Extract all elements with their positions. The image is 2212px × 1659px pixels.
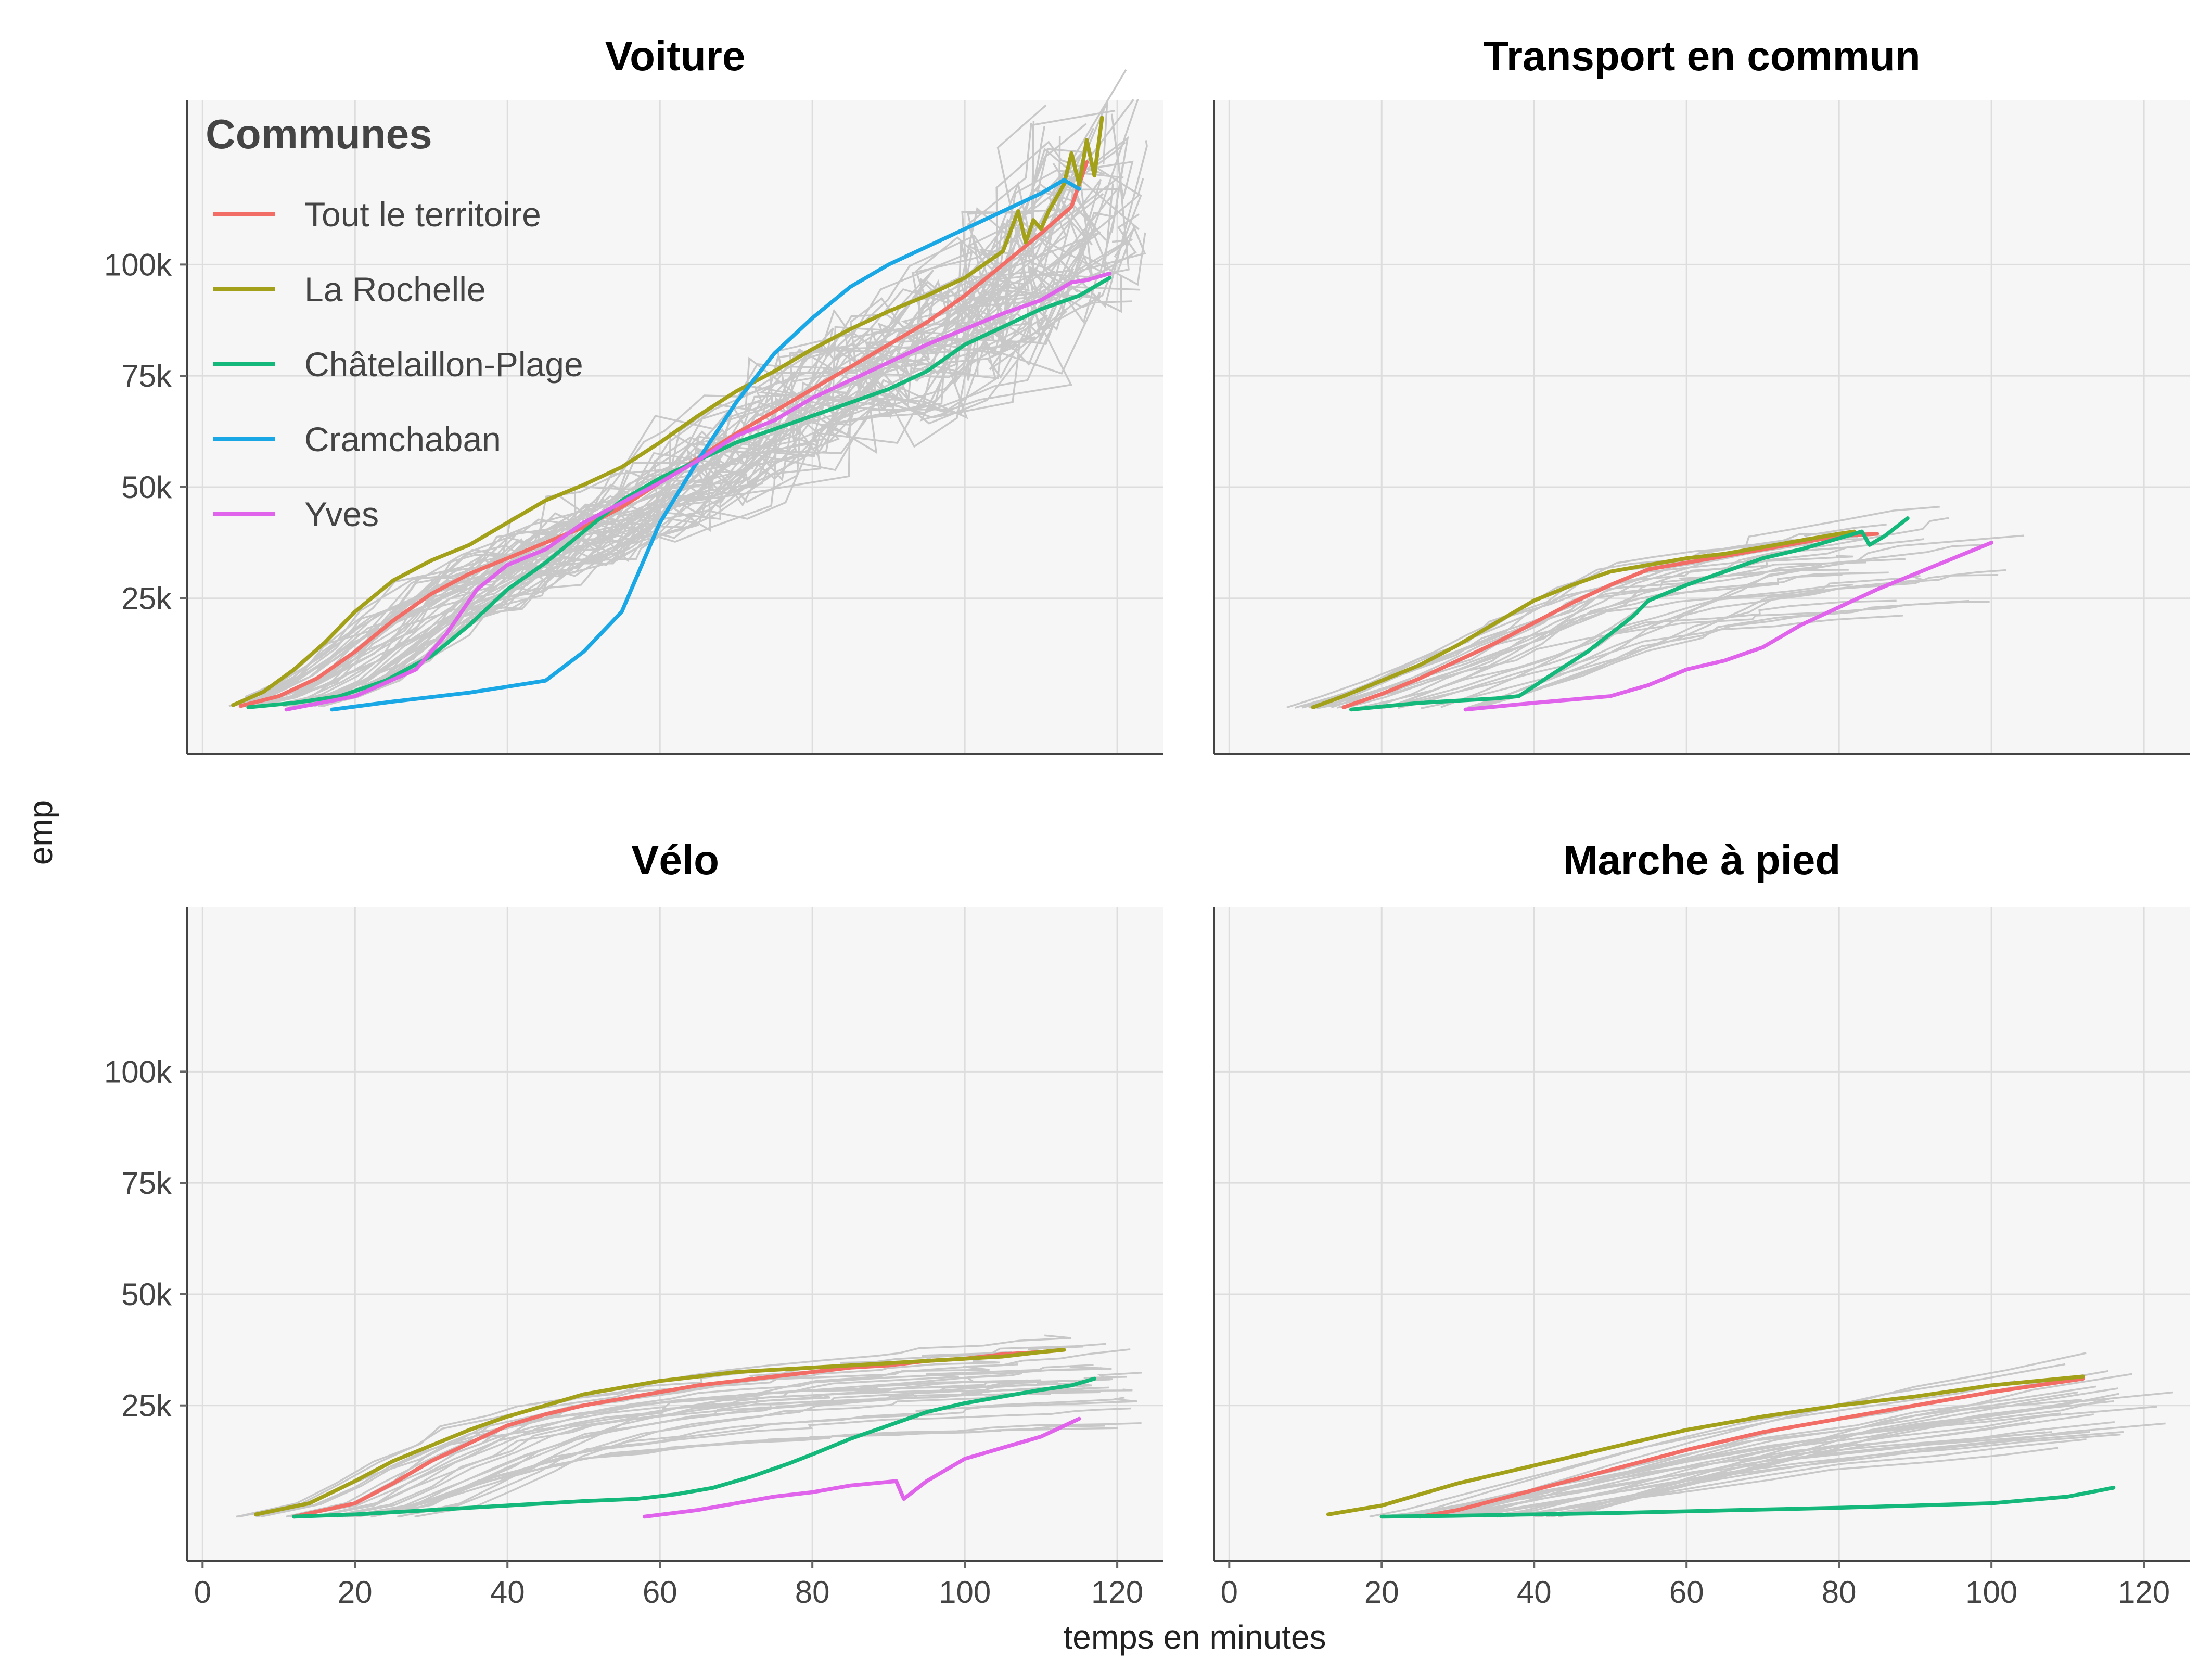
panel-title: Transport en commun <box>1483 33 1920 79</box>
background-series-line <box>253 127 1095 699</box>
series-line-yves <box>643 1416 1081 1519</box>
y-axis-title: emp <box>22 800 59 865</box>
background-series-line <box>238 1360 1000 1518</box>
background-series-line <box>1388 506 1940 708</box>
background-series-line <box>399 1348 1131 1518</box>
panel-2: 25k 50k 75k 100k 0 20 40 60 80 100 120 Vélo <box>104 837 1163 1610</box>
background-series-line <box>317 232 1146 707</box>
series-line-la-rochelle <box>231 116 1104 707</box>
series-line-ch-telaillon-plage <box>1379 1486 2116 1519</box>
background-series-line <box>284 98 1139 707</box>
y-tick-label: 25k <box>121 1388 172 1423</box>
series-line-yves <box>1463 541 1993 712</box>
panel-1: Transport en commun <box>1213 33 2190 755</box>
panel-title: Marche à pied <box>1563 837 1841 883</box>
background-series-line <box>1337 571 1889 709</box>
series-line-la-rochelle <box>1311 529 1857 709</box>
panel-0: 25k 50k 75k 100k Voiture <box>104 33 1163 755</box>
series-line-tout-le-territoire <box>1341 531 1879 709</box>
y-tick-label: 50k <box>121 470 172 505</box>
background-series-line <box>258 169 1110 707</box>
background-series-line <box>315 1367 1104 1518</box>
background-series <box>236 1334 1142 1518</box>
background-series-line <box>370 1381 1089 1518</box>
x-tick-label: 0 <box>194 1575 211 1610</box>
x-tick-label: 0 <box>1221 1575 1238 1610</box>
y-tick-label: 25k <box>121 581 172 616</box>
background-series-line <box>313 1387 1085 1518</box>
x-axis-title: temps en minutes <box>1063 1618 1326 1656</box>
background-series-line <box>1471 569 2006 709</box>
background-series <box>1286 506 2025 709</box>
panel-3: 0 20 40 60 80 100 120 Marche à pied <box>1213 837 2190 1610</box>
y-tick-label: 50k <box>121 1277 172 1312</box>
x-tick-label: 20 <box>1364 1575 1399 1610</box>
background-series <box>1369 1352 2173 1518</box>
background-series-line <box>1369 1380 2015 1518</box>
legend-label: Tout le territoire <box>304 195 541 234</box>
background-series-line <box>236 1379 1028 1518</box>
panel-title: Voiture <box>605 33 746 79</box>
background-series-line <box>1477 573 1999 709</box>
background-series-line <box>254 193 1104 698</box>
background-series-line <box>257 204 1107 707</box>
x-tick-label: 80 <box>795 1575 830 1610</box>
background-series-line <box>1533 1413 2094 1518</box>
legend-entries: Tout le territoire La Rochelle Châtelaillo… <box>213 195 583 533</box>
series-line-la-rochelle <box>254 1348 1066 1516</box>
x-tick-label: 60 <box>1669 1575 1704 1610</box>
x-tick-label: 120 <box>1091 1575 1143 1610</box>
background-series-line <box>1380 614 1903 709</box>
background-series-line <box>371 1376 1127 1518</box>
background-series-line <box>348 1407 1131 1518</box>
series-line-la-rochelle <box>1326 1374 2085 1516</box>
legend-label: Yves <box>304 495 379 533</box>
legend-label: Cramchaban <box>304 420 501 458</box>
legend-label: La Rochelle <box>304 270 486 309</box>
legend-label: Châtelaillon-Plage <box>304 345 583 384</box>
x-tick-label: 20 <box>338 1575 373 1610</box>
x-tick-label: 100 <box>1965 1575 2017 1610</box>
background-series-line <box>337 1422 1142 1518</box>
x-tick-label: 80 <box>1822 1575 1857 1610</box>
legend: Communes Tout le territoire La Rochelle Ch… <box>206 111 583 533</box>
background-series-line <box>1550 1398 2110 1518</box>
background-series-line <box>1484 1406 2157 1518</box>
y-tick-label: 100k <box>104 1054 172 1089</box>
panel-title: Vélo <box>631 837 719 883</box>
legend-title: Communes <box>206 111 432 157</box>
y-tick-label: 75k <box>121 1166 172 1201</box>
x-tick-label: 60 <box>643 1575 677 1610</box>
background-series-line <box>1507 1438 2087 1518</box>
background-series-line <box>1447 1431 2124 1518</box>
series-line-tout-le-territoire <box>1417 1376 2085 1519</box>
series-line-ch-telaillon-plage <box>1349 516 1910 712</box>
x-tick-label: 120 <box>2118 1575 2170 1610</box>
background-series-line <box>255 1379 1041 1518</box>
panels-layer: 25k 50k 75k 100k Voiture Transport en commun 2… <box>104 33 2190 1610</box>
background-series-line <box>1427 1431 2090 1518</box>
series-line-yves <box>284 271 1112 712</box>
series-line-ch-telaillon-plage <box>292 1376 1096 1519</box>
y-tick-label: 75k <box>121 359 172 393</box>
background-series-line <box>1345 558 1906 709</box>
background-series-line <box>245 104 1047 698</box>
background-series-line <box>1420 1404 2065 1518</box>
panel-background <box>1214 100 2190 754</box>
x-tick-label: 40 <box>490 1575 525 1610</box>
x-tick-label: 40 <box>1517 1575 1552 1610</box>
y-tick-label: 100k <box>104 247 172 282</box>
series-line-cramchaban <box>330 178 1081 712</box>
background-series-line <box>1384 575 1921 709</box>
panel-background <box>187 907 1163 1561</box>
background-series-line <box>355 1427 1118 1518</box>
background-series-line <box>1392 1363 2066 1518</box>
background-series-line <box>333 1366 1112 1518</box>
background-series-line <box>1421 599 1970 709</box>
background-series-line <box>232 109 1116 707</box>
background-series-line <box>323 145 1130 707</box>
x-tick-label: 100 <box>939 1575 991 1610</box>
